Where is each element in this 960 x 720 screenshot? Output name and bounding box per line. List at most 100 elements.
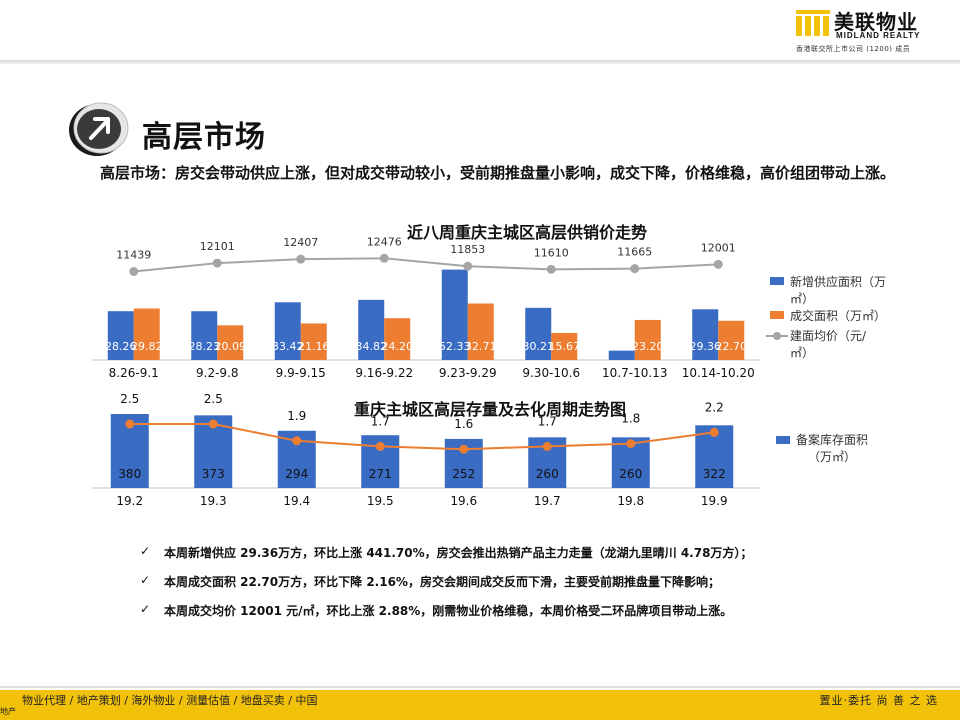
supply-bar	[441, 269, 468, 360]
footer-divider	[0, 686, 960, 688]
chart1-category-label: 8.26-9.1	[109, 366, 159, 380]
check-icon: ✓	[140, 573, 151, 587]
footer-services: 物业代理 / 地产策划 / 海外物业 / 测量估值 / 地盘买卖 / 中国	[22, 694, 318, 707]
chart1-title: 近八周重庆主城区高层供销价走势	[407, 223, 647, 242]
logo-mark-icon	[796, 10, 830, 36]
cycle-point	[208, 419, 218, 429]
chart2-category-label: 19.7	[534, 494, 561, 508]
price-value-label: 12407	[283, 236, 318, 249]
bullet-text: 本周新增供应 29.36万方，环比上涨 441.70%，房交会推出热销产品主力走…	[164, 546, 753, 560]
footer-bar: 物业代理 / 地产策划 / 海外物业 / 测量估值 / 地盘买卖 / 中国 置业…	[0, 690, 960, 720]
price-value-label: 12476	[367, 235, 402, 248]
supply-bar	[692, 309, 719, 360]
inventory-value-label: 260	[619, 467, 642, 481]
chart1-category-label: 9.23-9.29	[439, 366, 497, 380]
deal-bar	[384, 318, 411, 360]
chart1-category-label: 10.14-10.20	[682, 366, 755, 380]
inventory-value-label: 373	[202, 467, 225, 481]
deal-bar	[718, 320, 745, 360]
price-point	[379, 253, 389, 263]
price-point	[296, 254, 306, 264]
deal-value-label: 20.09	[215, 340, 247, 353]
legend-swatch-point	[773, 332, 781, 340]
supply-bar	[358, 299, 385, 360]
price-point	[212, 258, 222, 268]
price-point	[129, 267, 139, 277]
deal-bar	[551, 332, 578, 360]
cycle-value-label: 2.2	[705, 400, 724, 414]
cycle-value-label: 2.5	[204, 392, 223, 406]
bullet-item: ✓ 本周成交面积 22.70万方，环比下降 2.16%，房交会期间成交反而下滑，主…	[140, 573, 920, 602]
deal-bar	[133, 308, 160, 360]
price-line	[133, 257, 719, 273]
legend-entry: 备案库存面积（万㎡）	[796, 432, 868, 464]
price-point	[713, 259, 723, 269]
deal-value-label: 22.70	[716, 340, 748, 353]
deal-value-label: 24.20	[382, 340, 414, 353]
cycle-point	[542, 441, 552, 451]
company-logo: 美联物业 MIDLAND REALTY 香港联交所上市公司 (1200) 成员	[796, 6, 946, 56]
check-icon: ✓	[140, 602, 151, 616]
chart1-category-label: 9.2-9.8	[196, 366, 239, 380]
cycle-value-label: 1.8	[621, 412, 640, 426]
supply-value-label: 28.23	[189, 340, 221, 353]
cycle-value-label: 1.9	[287, 409, 306, 423]
inventory-value-label: 271	[369, 467, 392, 481]
cycle-point	[125, 419, 135, 429]
supply-bar	[608, 350, 635, 360]
chart2-category-label: 19.5	[367, 494, 394, 508]
logo-text-en: MIDLAND REALTY	[836, 31, 921, 40]
chart2-category-label: 19.3	[200, 494, 227, 508]
legend-entry: 成交面积（万㎡）	[790, 308, 886, 323]
chart2-title: 重庆主城区高层存量及去化周期走势图	[354, 400, 626, 419]
deal-bar	[634, 319, 661, 360]
supply-bar	[191, 311, 218, 360]
supply-value-label: 29.36	[690, 340, 722, 353]
chart2-category-label: 19.4	[283, 494, 310, 508]
chart2-category-label: 19.2	[116, 494, 143, 508]
cycle-point	[709, 427, 719, 437]
check-icon: ✓	[140, 544, 151, 558]
cycle-point	[626, 439, 636, 449]
price-value-label: 11439	[116, 249, 151, 262]
deal-bar	[217, 325, 244, 360]
cycle-value-label: 1.7	[538, 414, 557, 428]
legend-entry: 新增供应面积（万㎡）	[790, 274, 886, 306]
inventory-value-label: 252	[452, 467, 475, 481]
price-value-label: 12001	[701, 241, 736, 254]
cycle-value-label: 2.5	[120, 392, 139, 406]
header-divider	[0, 60, 960, 64]
cycle-value-label: 1.7	[371, 414, 390, 428]
cycle-point	[459, 444, 469, 454]
logo-text-cn: 美联物业	[834, 10, 918, 34]
chart1-category-label: 10.7-10.13	[602, 366, 667, 380]
supply-bar	[107, 311, 134, 360]
cycle-point	[292, 436, 302, 446]
chart2-category-label: 19.8	[617, 494, 644, 508]
price-value-label: 12101	[200, 240, 235, 253]
price-value-label: 11610	[534, 246, 569, 259]
deal-value-label: 29.82	[131, 340, 163, 353]
supply-value-label: 34.82	[356, 340, 388, 353]
bullet-text: 本周成交均价 12001 元/㎡，环比上涨 2.88%，刚需物业价格维稳，本周价…	[164, 604, 733, 618]
inventory-value-label: 380	[118, 467, 141, 481]
price-value-label: 11665	[617, 246, 652, 259]
supply-bar	[274, 302, 301, 360]
legend-swatch	[770, 277, 784, 285]
summary-bullets: ✓ 本周新增供应 29.36万方，环比上涨 441.70%，房交会推出热销产品主力…	[140, 544, 920, 631]
supply-value-label: 28.26	[105, 340, 137, 353]
deal-value-label: 23.20	[632, 340, 664, 353]
supply-value-label: 5.42	[610, 340, 635, 353]
legend-entry: 建面均价（元/㎡）	[790, 329, 867, 360]
deal-bar	[467, 303, 494, 360]
supply-value-label: 33.42	[272, 340, 304, 353]
chart2-category-label: 19.6	[450, 494, 477, 508]
price-point	[546, 264, 556, 274]
cycle-line	[129, 423, 715, 451]
price-point	[463, 261, 473, 271]
arrow-badge-icon	[69, 102, 129, 156]
legend-swatch	[776, 436, 790, 444]
price-value-label: 11853	[450, 243, 485, 256]
